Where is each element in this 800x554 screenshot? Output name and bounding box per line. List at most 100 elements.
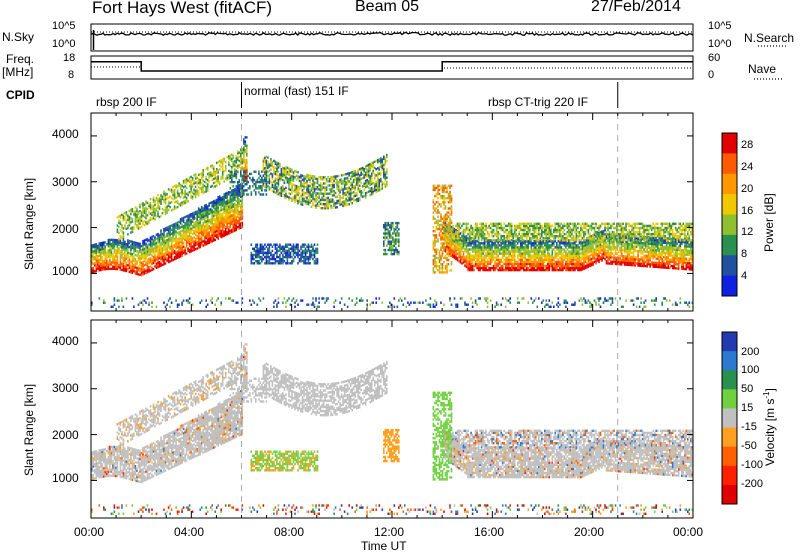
power-cell <box>116 241 119 244</box>
power-cell <box>176 238 179 241</box>
power-cell <box>343 204 346 207</box>
power-cell <box>214 199 216 202</box>
power-cell <box>187 179 189 182</box>
power-cell <box>315 177 317 180</box>
power-cell <box>240 187 242 190</box>
power-cell <box>348 203 350 206</box>
power-cell <box>483 246 486 249</box>
power-cell <box>261 185 263 188</box>
power-cell <box>477 242 480 245</box>
power-cell <box>106 261 108 264</box>
power-cell <box>94 247 96 251</box>
power-cell <box>240 216 242 219</box>
power-cell <box>188 250 191 254</box>
power-cell <box>212 231 215 234</box>
power-cell <box>440 238 442 241</box>
power-cell <box>292 251 295 255</box>
power-cell <box>384 248 387 252</box>
power-cell <box>503 250 505 253</box>
power-cell <box>148 261 150 265</box>
power-cell <box>271 173 274 176</box>
power-cell <box>220 204 222 208</box>
power-cell <box>396 252 399 256</box>
power-cell <box>301 182 304 186</box>
power-cell <box>97 257 99 260</box>
power-cell <box>462 255 465 258</box>
power-cell <box>343 303 346 306</box>
power-cell <box>193 232 195 235</box>
power-cell <box>345 187 347 190</box>
power-cell <box>166 259 168 262</box>
power-cell <box>178 184 180 187</box>
power-cell <box>249 185 251 188</box>
power-cell <box>482 264 484 268</box>
power-cell <box>446 223 448 227</box>
power-cell <box>309 245 311 248</box>
power-cell <box>202 227 204 231</box>
power-cell <box>215 211 218 214</box>
power-cell <box>449 192 451 196</box>
power-cell <box>342 204 344 208</box>
power-cell <box>167 240 170 243</box>
power-cell <box>185 299 188 302</box>
power-cell <box>480 254 483 257</box>
power-cell <box>366 174 368 178</box>
power-cell <box>306 175 308 179</box>
power-cell <box>160 237 162 240</box>
power-cell <box>235 191 238 194</box>
power-cell <box>513 252 516 255</box>
power-cell <box>456 226 459 230</box>
power-cell <box>316 181 319 185</box>
power-cell <box>479 242 481 245</box>
power-cell <box>136 250 138 253</box>
power-cell <box>262 251 265 255</box>
power-cell <box>224 204 227 208</box>
power-cell <box>125 257 128 260</box>
power-cell <box>130 244 132 247</box>
power-cell <box>377 189 379 193</box>
power-cell <box>450 227 453 231</box>
power-cell <box>440 248 442 251</box>
power-cell <box>163 254 165 258</box>
power-cell <box>261 257 263 261</box>
power-cell <box>262 180 265 184</box>
power-cell <box>178 182 180 185</box>
power-cell <box>151 268 153 272</box>
power-cell <box>240 224 242 227</box>
power-cell <box>494 244 496 247</box>
power-cell <box>456 248 459 251</box>
power-cell <box>351 171 353 174</box>
power-cell <box>294 301 296 304</box>
power-cell <box>370 174 373 177</box>
power-cell <box>486 232 489 236</box>
power-cell <box>325 178 328 181</box>
power-cell <box>377 158 379 162</box>
power-cell <box>190 194 192 197</box>
power-cell <box>310 199 313 202</box>
power-cell <box>223 199 225 202</box>
power-cell <box>396 250 399 254</box>
power-cell <box>199 181 201 184</box>
power-cell <box>191 179 194 182</box>
power-cell <box>504 237 507 240</box>
power-cell <box>154 212 156 215</box>
power-cell <box>203 225 206 228</box>
power-cell <box>208 227 210 230</box>
power-cell <box>161 195 164 198</box>
power-cell <box>218 222 221 225</box>
power-cell <box>449 253 451 256</box>
power-cell <box>197 173 200 177</box>
power-cell <box>116 224 119 227</box>
power-cell <box>446 219 448 223</box>
power-cell <box>432 234 435 237</box>
power-cell <box>285 255 287 259</box>
power-cell <box>167 238 170 241</box>
power-cell <box>435 252 438 256</box>
power-cell <box>482 224 484 228</box>
power-cell <box>148 253 150 257</box>
velocity-cbar-tick: -200 <box>741 478 764 490</box>
power-cell <box>474 264 477 268</box>
power-cell <box>492 250 495 253</box>
power-cell <box>458 233 460 236</box>
power-cell <box>447 225 450 229</box>
